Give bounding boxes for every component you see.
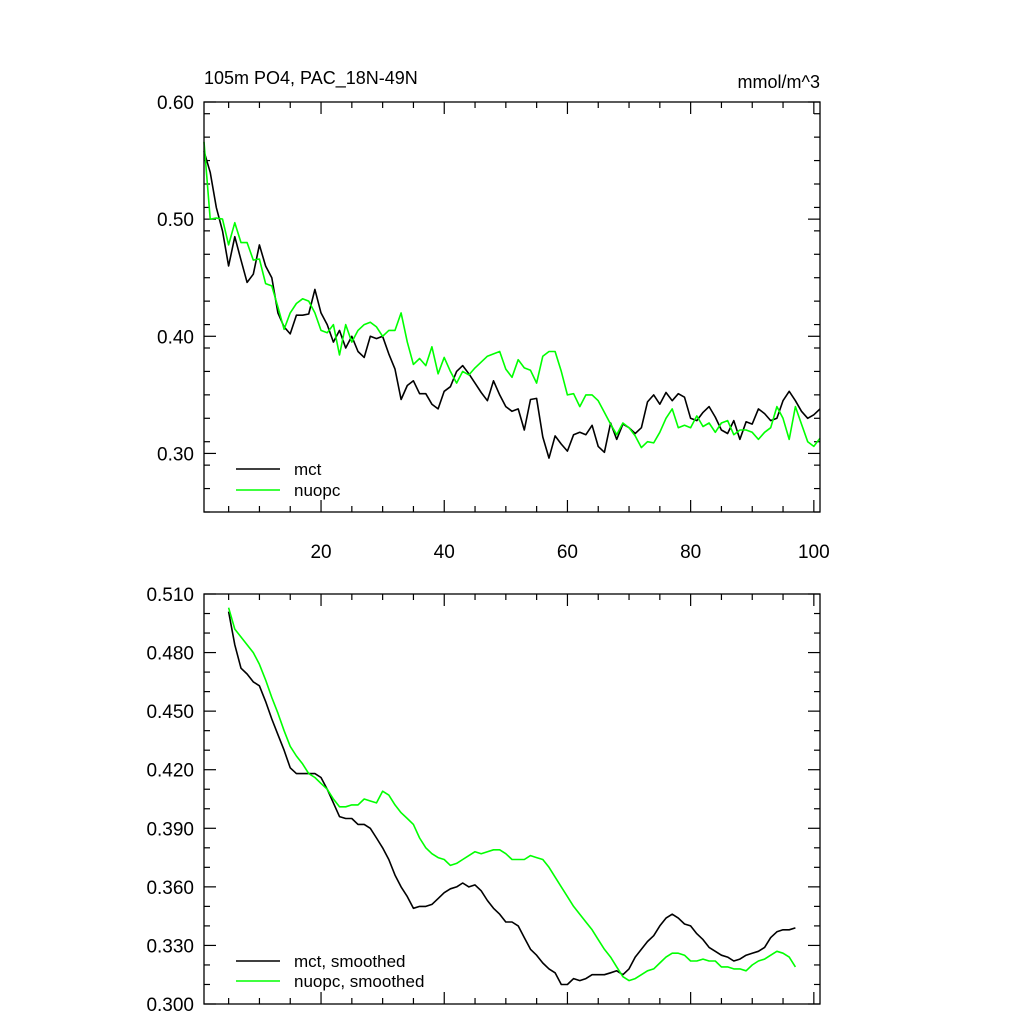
y-tick-label: 0.30 xyxy=(157,444,194,465)
top-panel-frame xyxy=(203,101,821,513)
series-line-mct-smoothed xyxy=(227,611,796,986)
bottom-panel-series xyxy=(227,607,797,986)
x-tick-label: 80 xyxy=(680,542,701,563)
y-tick-label: 0.40 xyxy=(157,327,194,348)
top-panel-x-tick-labels: 20 40 60 80 100 xyxy=(310,542,829,563)
y-tick-label: 0.330 xyxy=(146,936,194,957)
legend-label-mct-smoothed: mct, smoothed xyxy=(294,952,406,971)
top-panel-y-tick-labels: 0.30 0.40 0.50 0.60 xyxy=(157,93,194,465)
legend-label-nuopc: nuopc xyxy=(294,481,341,500)
y-tick-label: 0.50 xyxy=(157,210,194,231)
y-tick-label: 0.360 xyxy=(146,878,194,899)
chart-title: 105m PO4, PAC_18N-49N xyxy=(204,68,418,89)
top-panel-series xyxy=(203,141,821,459)
legend-label-nuopc-smoothed: nuopc, smoothed xyxy=(294,972,424,991)
bottom-panel-ticks xyxy=(204,593,820,1005)
units-label: mmol/m^3 xyxy=(738,72,820,92)
y-tick-label: 0.420 xyxy=(146,761,194,782)
bottom-panel-frame xyxy=(203,593,821,1005)
x-tick-label: 40 xyxy=(434,542,455,563)
y-tick-label: 0.510 xyxy=(146,585,194,606)
y-tick-label: 0.450 xyxy=(146,702,194,723)
bottom-panel-y-tick-labels: 0.300 0.330 0.360 0.390 0.420 0.450 0.48… xyxy=(146,585,194,1016)
y-tick-label: 0.300 xyxy=(146,995,194,1016)
legend-label-mct: mct xyxy=(294,460,322,479)
y-tick-label: 0.480 xyxy=(146,644,194,665)
bottom-panel: 0.300 0.330 0.360 0.390 0.420 0.450 0.48… xyxy=(146,585,821,1016)
x-tick-label: 100 xyxy=(798,542,830,563)
top-panel-legend: mct nuopc xyxy=(236,460,341,500)
series-line-nuopc-smoothed xyxy=(227,607,797,982)
x-tick-label: 60 xyxy=(557,542,578,563)
series-line-mct xyxy=(203,150,821,459)
y-tick-label: 0.60 xyxy=(157,93,194,114)
x-tick-label: 20 xyxy=(310,542,331,563)
y-tick-label: 0.390 xyxy=(146,819,194,840)
top-panel-ticks xyxy=(204,101,820,513)
bottom-panel-legend: mct, smoothed nuopc, smoothed xyxy=(236,952,424,991)
series-line-nuopc xyxy=(203,141,821,449)
top-panel: 105m PO4, PAC_18N-49N mmol/m^3 0.30 0.40… xyxy=(157,68,830,563)
